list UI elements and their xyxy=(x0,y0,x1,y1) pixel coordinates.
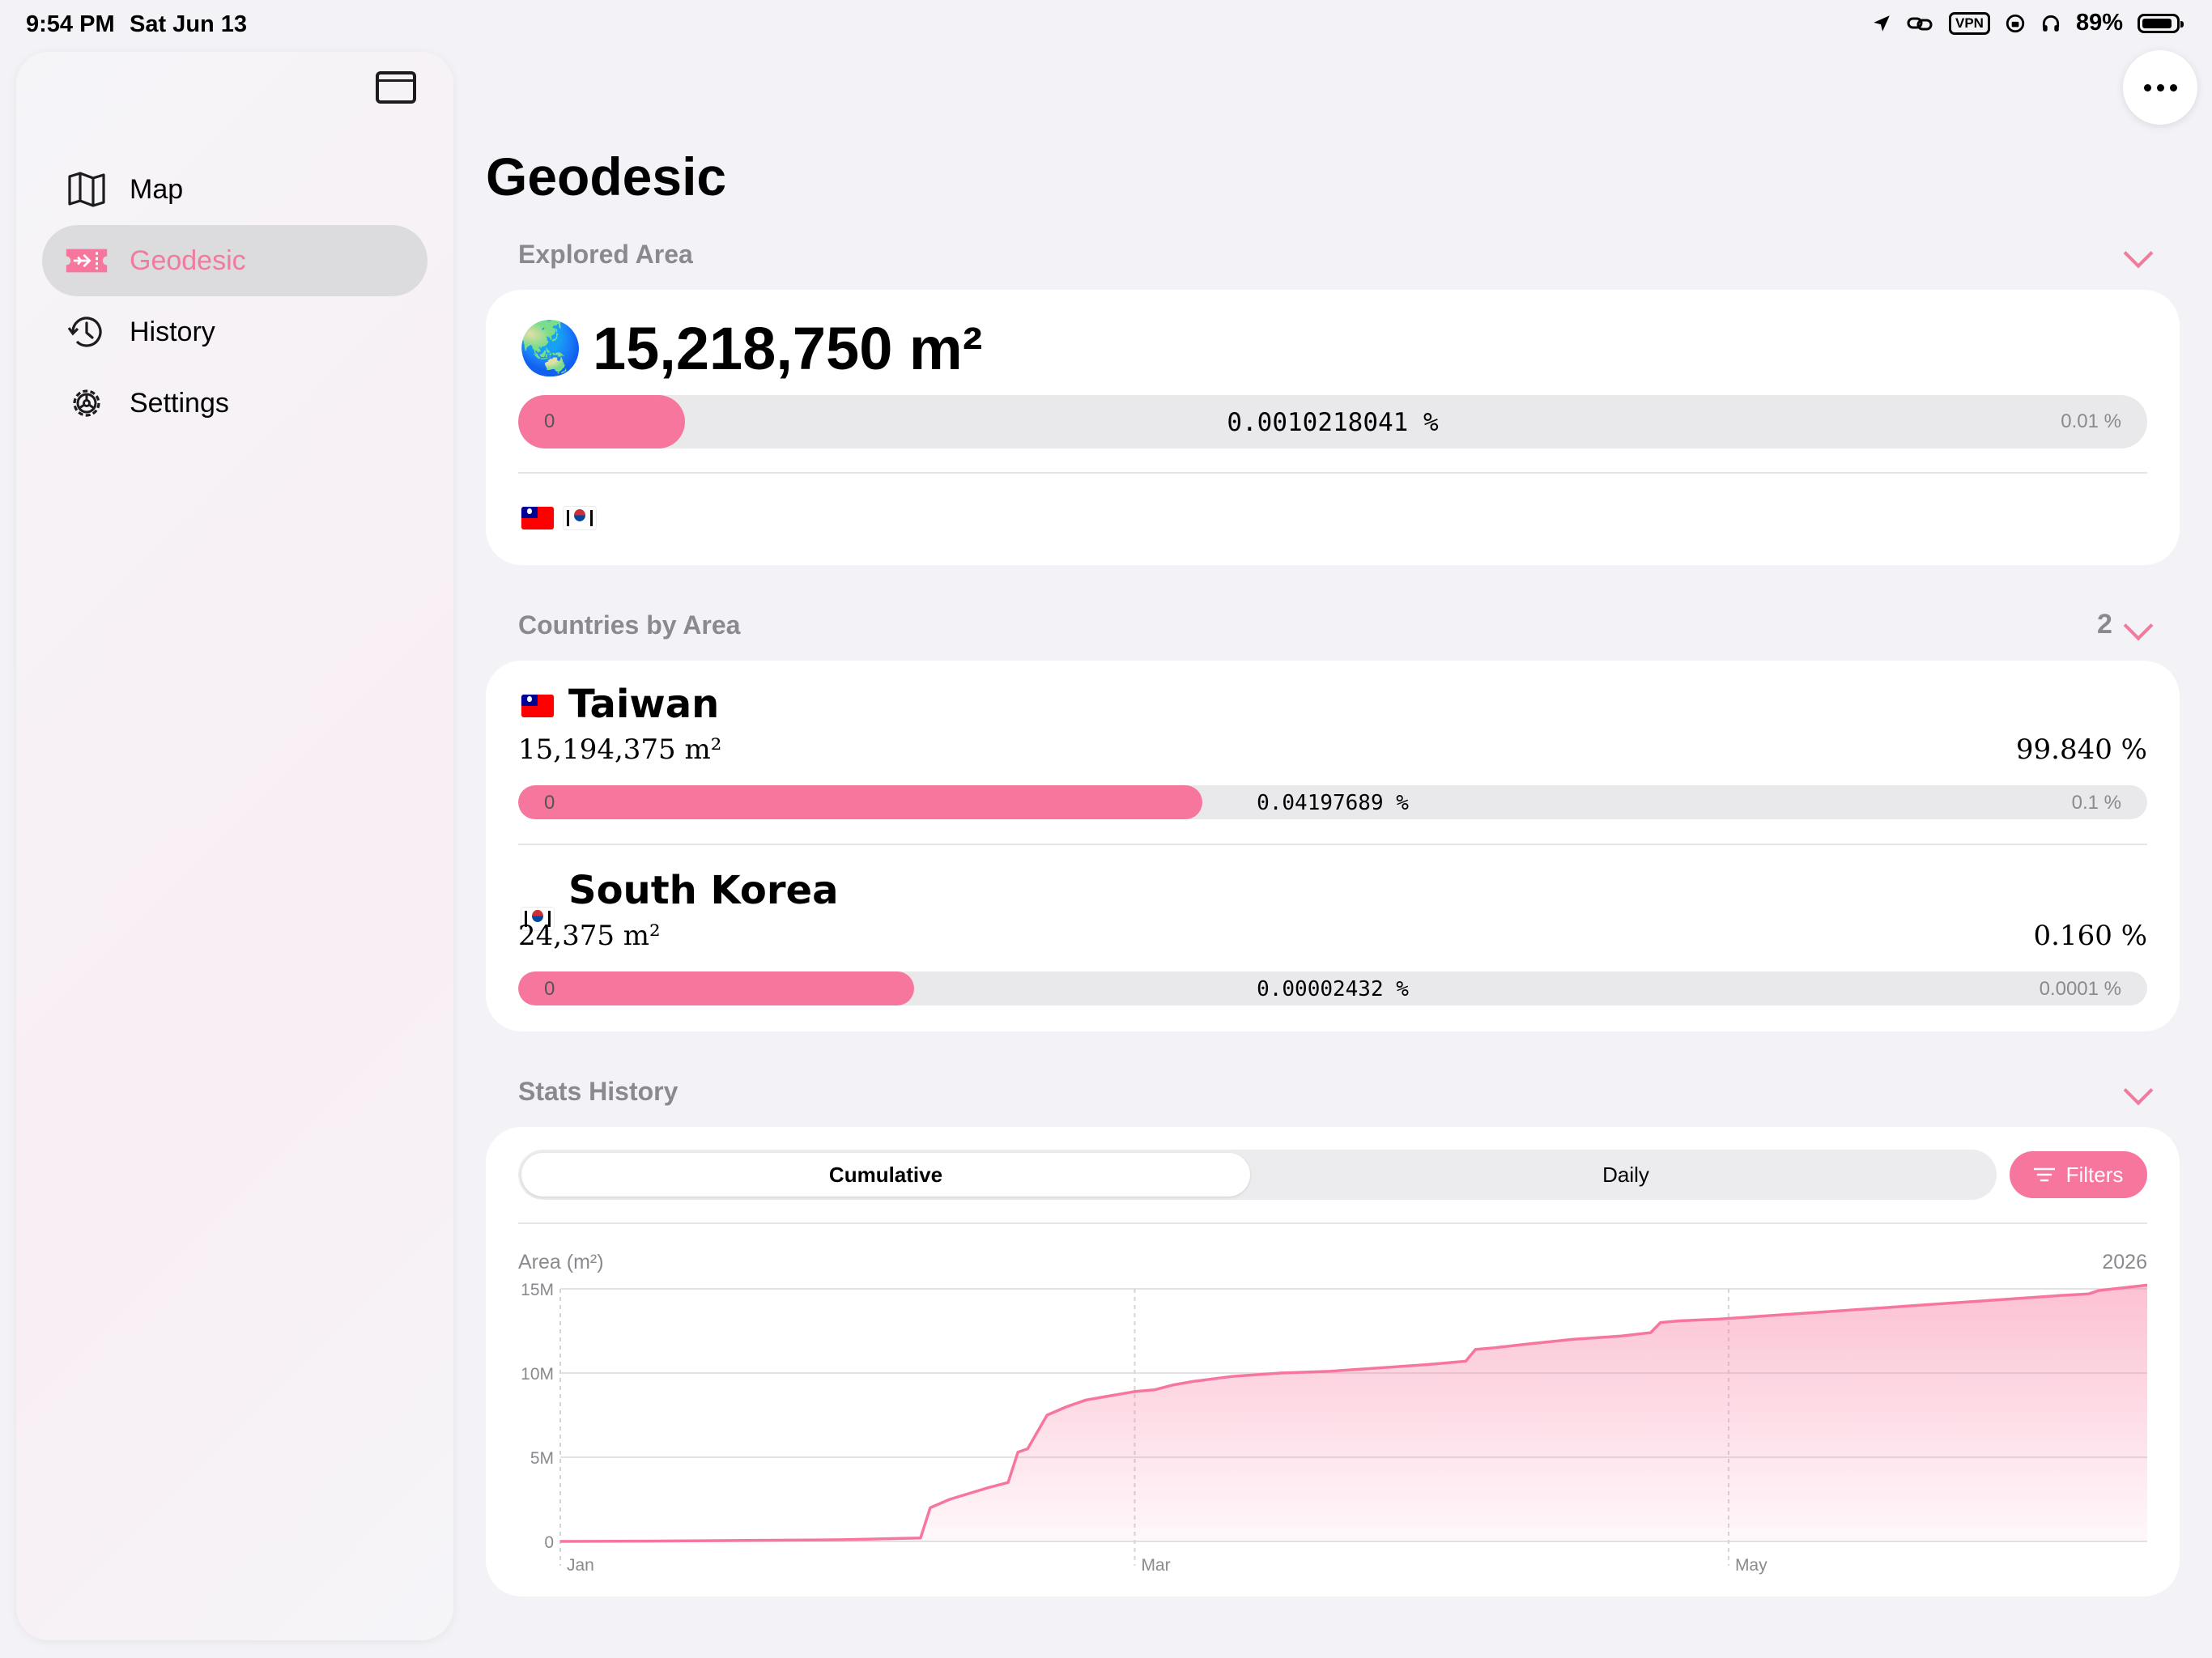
battery-level xyxy=(2142,18,2172,28)
globe-icon: 🌏 xyxy=(518,319,583,377)
status-icons: VPN 89% xyxy=(1871,10,2184,36)
chart-area-fill xyxy=(560,1285,2147,1541)
country-bar-max: 0.0001 % xyxy=(2039,978,2121,1000)
chart-y-tick-label: 5M xyxy=(530,1449,554,1468)
explored-area-heading: Explored Area xyxy=(518,240,693,269)
country-progress-bar: 0 0.04197689 % 0.1 % xyxy=(518,785,2147,819)
chart-series-line xyxy=(559,1283,2148,1543)
explored-flags xyxy=(521,507,596,529)
country-row-taiwan[interactable]: Taiwan 15,194,375 m² 99.840 % 0 0.041976… xyxy=(486,661,2180,819)
chart-y-tick-label: 10M xyxy=(521,1365,554,1384)
country-name: South Korea xyxy=(568,868,839,913)
sidebar: Map Geodesic History Settings xyxy=(16,52,453,1640)
more-dot-icon xyxy=(2156,83,2164,91)
divider xyxy=(518,1222,2147,1224)
sidebar-item-history[interactable]: History xyxy=(42,296,428,368)
chart-y-tick-label: 0 xyxy=(544,1533,554,1552)
explored-bar-max: 0.01 % xyxy=(2061,410,2121,432)
explored-area-collapse-chevron-icon[interactable] xyxy=(2123,238,2154,269)
filters-label: Filters xyxy=(2065,1162,2124,1187)
taiwan-flag-icon xyxy=(521,695,554,717)
country-share: 99.840 % xyxy=(2015,733,2147,766)
vpn-badge: VPN xyxy=(1948,11,1990,35)
sidebar-item-label: Map xyxy=(130,173,184,205)
gear-icon xyxy=(65,381,108,425)
status-time: 9:54 PM xyxy=(26,11,115,37)
country-bar-max: 0.1 % xyxy=(2071,792,2121,814)
status-bar: 9:54 PM Sat Jun 13 VPN 89% xyxy=(0,0,2212,52)
country-name: Taiwan xyxy=(568,682,720,727)
status-date: Sat Jun 13 xyxy=(130,11,248,37)
explored-progress-bar: 0 0.0010218041 % 0.01 % xyxy=(518,395,2147,449)
sidebar-toggle-icon[interactable] xyxy=(376,71,416,104)
chart-x-tick-label: Mar xyxy=(1141,1556,1170,1575)
stats-collapse-chevron-icon[interactable] xyxy=(2123,1075,2154,1106)
chart-x-tick-label: May xyxy=(1735,1556,1767,1575)
page-title: Geodesic xyxy=(486,147,727,206)
south-korea-flag-icon xyxy=(564,507,596,529)
taiwan-flag-icon xyxy=(521,507,554,529)
more-dot-icon xyxy=(2143,83,2151,91)
countries-count: 2 xyxy=(2097,609,2112,640)
tab-cumulative[interactable]: Cumulative xyxy=(521,1153,1250,1197)
more-options-button[interactable] xyxy=(2123,50,2197,125)
location-arrow-icon xyxy=(1874,15,1890,32)
headphones-icon xyxy=(2042,15,2060,32)
country-row-south-korea[interactable]: South Korea 24,375 m² 0.160 % 0 0.000024… xyxy=(486,687,2180,1005)
explored-bar-value: 0.0010218041 % xyxy=(1227,408,1439,437)
filter-lines-icon xyxy=(2033,1167,2055,1182)
chart-year-label: 2026 xyxy=(2102,1251,2147,1273)
stats-heading: Stats History xyxy=(518,1077,678,1106)
map-icon xyxy=(65,168,108,211)
countries-collapse-chevron-icon[interactable] xyxy=(2123,610,2154,641)
sidebar-item-label: Geodesic xyxy=(130,244,246,276)
country-bar-value: 0.04197689 % xyxy=(1257,791,1409,815)
chart-x-tick-label: Jan xyxy=(567,1556,594,1575)
country-bar-min: 0 xyxy=(544,792,555,814)
country-progress-fill xyxy=(518,971,915,1005)
countries-heading: Countries by Area xyxy=(518,610,741,640)
sidebar-item-geodesic[interactable]: Geodesic xyxy=(42,225,428,296)
sidebar-item-label: Settings xyxy=(130,387,229,419)
battery-icon xyxy=(2138,13,2184,33)
explored-progress-fill xyxy=(518,395,685,449)
link-icon xyxy=(1907,17,1933,30)
country-progress-fill xyxy=(518,785,1202,819)
tab-daily[interactable]: Daily xyxy=(1602,1162,1649,1187)
explored-area-card: 🌏 15,218,750 m² 0 0.0010218041 % 0.01 % xyxy=(486,290,2180,565)
sidebar-item-label: History xyxy=(130,316,215,347)
countries-card: Taiwan 15,194,375 m² 99.840 % 0 0.041976… xyxy=(486,661,2180,1031)
country-area: 24,375 m² xyxy=(518,920,661,952)
stats-area-chart: 0 5M 10M 15M Jan Mar May xyxy=(521,1281,2148,1575)
country-area: 15,194,375 m² xyxy=(518,733,722,766)
stats-mode-segmented-control: Cumulative Daily xyxy=(518,1150,1997,1200)
south-korea-flag-icon xyxy=(521,908,554,930)
sidebar-item-map[interactable]: Map xyxy=(42,154,428,225)
ticket-plane-icon xyxy=(65,239,108,283)
explored-bar-min: 0 xyxy=(544,410,555,432)
battery-percent: 89% xyxy=(2075,10,2123,36)
history-icon xyxy=(65,310,108,354)
filters-button[interactable]: Filters xyxy=(2010,1151,2147,1198)
explored-area-total: 15,218,750 m² xyxy=(593,315,983,382)
sidebar-item-settings[interactable]: Settings xyxy=(42,368,428,439)
chart-y-tick-label: 15M xyxy=(521,1281,554,1299)
country-bar-value: 0.00002432 % xyxy=(1257,977,1409,1001)
divider xyxy=(518,844,2147,845)
chart-y-axis-label: Area (m²) xyxy=(518,1251,604,1273)
country-progress-bar: 0 0.00002432 % 0.0001 % xyxy=(518,971,2147,1005)
more-dot-icon xyxy=(2169,83,2177,91)
country-bar-min: 0 xyxy=(544,978,555,1000)
rotation-lock-icon xyxy=(2006,14,2025,32)
divider xyxy=(518,472,2147,474)
country-share: 0.160 % xyxy=(2033,920,2147,952)
